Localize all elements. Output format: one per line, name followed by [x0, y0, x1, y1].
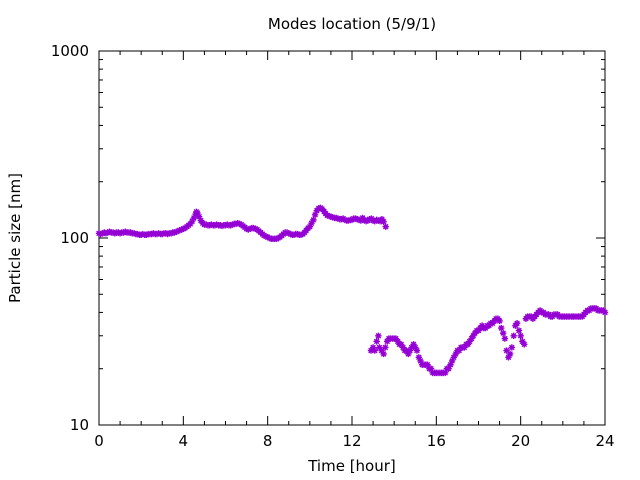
x-tick-label: 20 [511, 432, 530, 450]
data-point [508, 344, 516, 351]
data-point [448, 357, 456, 365]
data-point [266, 234, 273, 242]
data-point [466, 338, 473, 345]
data-point [517, 332, 524, 339]
data-point [498, 324, 505, 332]
data-point [450, 354, 458, 361]
data-point [373, 338, 380, 345]
data-point [176, 227, 183, 234]
y-axis-tick-labels: 10 100 1000 [51, 42, 89, 434]
plot-frame [98, 50, 606, 426]
data-point [427, 365, 435, 372]
data-point [468, 335, 475, 342]
data-point [415, 354, 423, 361]
data-point [397, 341, 405, 348]
data-point [171, 229, 178, 236]
data-point [510, 332, 517, 339]
y-tick-label: 1000 [51, 42, 89, 60]
data-point [384, 338, 391, 345]
data-point [464, 341, 472, 348]
y-axis-label: Particle size [nm] [6, 173, 24, 303]
data-point [155, 230, 162, 237]
chart-title: Modes location (5/9/1) [268, 15, 436, 33]
data-point [382, 223, 389, 230]
data-point [195, 213, 203, 220]
data-point [424, 361, 431, 368]
data-point [367, 347, 375, 354]
x-tick-label: 8 [263, 432, 273, 450]
data-point [310, 216, 317, 224]
data-point [399, 344, 407, 351]
data-point [297, 231, 305, 239]
data-point [382, 344, 389, 351]
data-point [194, 209, 201, 217]
data-point [392, 335, 400, 342]
data-series [95, 204, 609, 377]
data-point [308, 219, 315, 227]
data-point [188, 217, 196, 225]
x-tick-label: 0 [94, 432, 104, 450]
data-point [503, 347, 510, 354]
x-axis-label: Time [hour] [307, 457, 396, 475]
data-point [375, 332, 382, 339]
x-tick-label: 16 [427, 432, 446, 450]
data-point [452, 350, 459, 358]
data-point [97, 230, 104, 238]
y-axis-ticks [99, 50, 605, 426]
data-point [417, 357, 424, 365]
data-point [408, 344, 415, 351]
data-point [505, 354, 512, 361]
data-point [506, 350, 514, 358]
data-point [311, 211, 319, 219]
data-point [376, 344, 383, 351]
data-point [378, 347, 385, 354]
data-point [150, 230, 157, 237]
x-axis-ticks [98, 51, 606, 425]
data-point [601, 309, 609, 316]
data-point [441, 369, 449, 377]
data-point [445, 365, 452, 372]
data-point [245, 226, 252, 233]
data-point [413, 347, 421, 354]
data-point [306, 223, 314, 230]
data-point [260, 232, 268, 239]
data-point [190, 214, 198, 222]
data-point [134, 230, 141, 238]
y-tick-label: 100 [60, 229, 89, 247]
data-point [412, 344, 419, 351]
data-point [250, 224, 257, 232]
x-tick-label: 24 [595, 432, 614, 450]
data-point [380, 218, 387, 226]
data-point [394, 338, 401, 345]
data-point [406, 347, 414, 354]
data-point [447, 361, 454, 368]
data-point [287, 230, 294, 238]
data-point [369, 344, 377, 351]
x-tick-label: 12 [342, 432, 361, 450]
data-point [380, 350, 387, 358]
data-point [403, 347, 410, 354]
x-tick-label: 4 [179, 432, 189, 450]
data-point [102, 230, 110, 237]
x-axis-tick-labels: 0 4 8 12 16 20 24 [94, 432, 614, 450]
data-point [139, 230, 147, 238]
data-point [496, 317, 503, 325]
data-point [515, 327, 523, 334]
data-point [519, 338, 526, 345]
data-point [499, 329, 507, 337]
data-point [455, 347, 463, 354]
data-point [405, 350, 412, 358]
y-tick-label: 10 [70, 416, 89, 434]
data-point [371, 347, 378, 354]
data-point [410, 341, 417, 348]
data-point [521, 341, 528, 348]
data-point [513, 320, 521, 327]
data-point [461, 344, 468, 351]
data-point [501, 335, 509, 342]
